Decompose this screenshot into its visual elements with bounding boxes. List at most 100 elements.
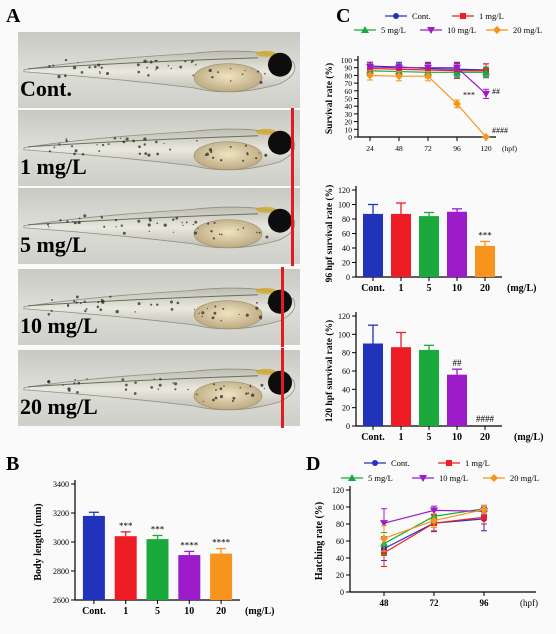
x-tick-label: 10 [184, 606, 194, 617]
fish-pigment [47, 380, 51, 384]
y-tick-label: 10 [345, 125, 353, 134]
fish-pigment [98, 150, 101, 152]
fish-pigment [265, 235, 269, 239]
fish-pigment [263, 72, 266, 75]
fish-pigment [167, 64, 170, 67]
data-point [493, 26, 501, 34]
panel-label-d: D [306, 453, 320, 475]
x-unit-label: (mg/L) [507, 283, 536, 294]
fish-pigment [159, 377, 162, 381]
fish-pigment [97, 63, 101, 67]
fish-pigment [68, 390, 71, 392]
fish-pigment [122, 231, 126, 235]
x-tick-label: 96 [453, 144, 461, 153]
fish-pigment [72, 66, 77, 70]
fish-yolk [193, 219, 263, 249]
length-marker-line [281, 267, 284, 347]
fish-pigment [208, 148, 213, 152]
fish-pigment [75, 301, 78, 304]
fish-pigment [101, 216, 103, 219]
fish-pigment [190, 61, 193, 64]
fish-pigment [70, 145, 74, 148]
length-marker-line [291, 108, 294, 188]
fish-pigment [134, 311, 136, 313]
fish-pigment [244, 69, 246, 72]
fish-pigment [255, 157, 258, 160]
fish-pigment [257, 70, 260, 73]
chart-hatching: 0 20 40 60 80 100 120 Hatching rate (%) 48 72 96 (h… [314, 458, 539, 608]
fish-pigment [222, 307, 225, 310]
fish-pigment [76, 391, 79, 394]
y-tick-label: 0 [346, 422, 350, 431]
fish-head-pigment [256, 50, 276, 57]
y-tick-label: 100 [332, 503, 344, 512]
fish-pigment [156, 152, 160, 156]
fish-panel: 1 mg/L [18, 108, 300, 188]
fish-pigment [258, 152, 260, 154]
chart-body-length: 2600 2800 3000 3200 3400 Body length (mm) Cont… [33, 480, 274, 617]
x-tick-label: 10 [452, 283, 462, 294]
fish-pigment [237, 229, 239, 231]
fish-panel: 10 mg/L [18, 267, 300, 347]
legend-label: 20 mg/L [510, 473, 539, 483]
fish-pigment [57, 74, 61, 79]
y-tick-label: 120 [332, 486, 344, 495]
fish-pigment [201, 315, 203, 318]
fish-eye [268, 208, 292, 233]
significance-label: ## [453, 358, 463, 368]
fish-pigment [101, 143, 105, 147]
data-point [393, 13, 399, 19]
fish-eye [268, 289, 292, 314]
fish-yolk [193, 63, 263, 93]
fish-pigment [120, 224, 124, 227]
fish-pigment [155, 140, 158, 144]
x-tick-label: 5 [427, 432, 432, 443]
y-tick-label: 30 [345, 110, 353, 119]
fish-pigment [218, 233, 221, 236]
fish-pigment [147, 74, 150, 77]
fish-pigment [62, 384, 64, 387]
fish-pigment [241, 73, 244, 76]
fish-pigment [184, 60, 187, 63]
x-tick-label: 1 [399, 283, 404, 294]
bar [178, 555, 201, 600]
legend-label: 20 mg/L [513, 25, 542, 35]
fish-pigment [85, 307, 88, 310]
fish-pigment [143, 59, 147, 63]
x-unit-label: (hpf) [520, 598, 538, 608]
fish-pigment [219, 387, 223, 391]
fish-pigment [209, 150, 213, 154]
fish-pigment [133, 392, 137, 395]
y-axis-label: Survival rate (%) [324, 63, 335, 134]
fish-pigment [147, 153, 151, 157]
significance-label: *** [478, 230, 492, 240]
fish-label: 20 mg/L [20, 394, 98, 419]
fish-pigment [59, 219, 62, 222]
fish-pigment [73, 152, 76, 156]
fish-pigment [187, 388, 189, 391]
x-tick-label: 24 [366, 144, 374, 153]
y-tick-label: 2600 [53, 596, 69, 605]
fish-pigment [137, 302, 141, 306]
fish-notochord [27, 213, 259, 226]
data-point [380, 520, 388, 528]
y-tick-label: 50 [345, 95, 353, 104]
x-unit-label: (mg/L) [245, 606, 274, 617]
fish-pigment [99, 72, 101, 74]
fish-pigment [114, 218, 118, 222]
y-tick-label: 80 [342, 215, 350, 224]
significance-label: #### [492, 126, 508, 135]
fish-pigment [212, 237, 215, 240]
fish-pigment [77, 220, 81, 225]
fish-pigment [48, 226, 50, 228]
x-tick-label: 120 [480, 144, 492, 153]
fish-pigment [265, 154, 267, 157]
fish-label: Cont. [20, 76, 72, 101]
fish-pigment [48, 64, 51, 68]
fish-pigment [109, 295, 112, 298]
data-point [372, 460, 378, 466]
fish-pigment [242, 227, 245, 229]
fish-pigment [138, 145, 141, 149]
fish-pigment [256, 231, 258, 234]
